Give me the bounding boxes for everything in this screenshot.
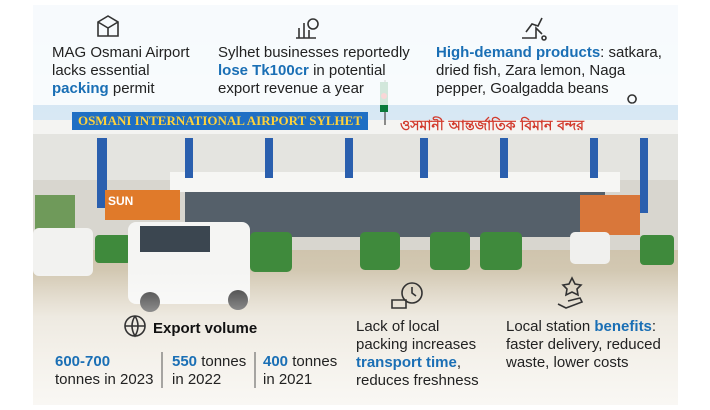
- export-entry: 550 tonnes in 2022: [172, 353, 246, 389]
- highlight: High-demand products: [436, 44, 601, 61]
- export-entry: 600-700 tonnes in 2023: [55, 353, 153, 389]
- text: Lack of local packing increases: [356, 318, 477, 353]
- fact: Sylhet businesses reportedly lose Tk100c…: [218, 44, 423, 98]
- airport-sign: OSMANI INTERNATIONAL AIRPORT SYLHET: [72, 112, 368, 130]
- text: Local station: [506, 318, 595, 335]
- highlight: lose Tk100cr: [218, 62, 309, 79]
- year: in 2022: [172, 371, 222, 388]
- unit: tonnes: [55, 371, 101, 388]
- fact: Lack of local packing increases transpor…: [356, 318, 491, 390]
- amount: 400: [263, 353, 289, 370]
- fact: High-demand products: satkara, dried fis…: [436, 44, 671, 98]
- text: , reduces freshness: [356, 354, 479, 389]
- amount: 600-700: [55, 353, 111, 370]
- shop-sign: SUN: [108, 194, 134, 208]
- text: permit: [108, 80, 155, 97]
- text: in potential export revenue a year: [218, 62, 386, 97]
- year: in 2021: [263, 371, 313, 388]
- unit: tonnes: [292, 353, 338, 370]
- amount: 550: [172, 353, 198, 370]
- highlight: benefits: [594, 318, 652, 335]
- unit: tonnes: [201, 353, 247, 370]
- text: : faster delivery, reduced waste, lower …: [506, 318, 661, 371]
- fact: Local station benefits: faster delivery,…: [506, 318, 686, 372]
- export-entry: 400 tonnes in 2021: [263, 353, 337, 389]
- highlight: transport time: [356, 354, 457, 371]
- year: in 2023: [104, 371, 154, 388]
- fact: MAG Osmani Airport lacks essential packi…: [52, 44, 202, 98]
- text: : satkara, dried fish, Zara lemon, Naga …: [436, 44, 662, 97]
- export-title: Export volume: [153, 320, 258, 337]
- highlight: packing: [52, 80, 109, 97]
- airport-sign-bangla: ওসমানী আন্তর্জাতিক বিমান বন্দর: [400, 118, 584, 134]
- text: Sylhet businesses reportedly: [218, 44, 410, 61]
- text: MAG Osmani Airport lacks essential: [52, 44, 190, 79]
